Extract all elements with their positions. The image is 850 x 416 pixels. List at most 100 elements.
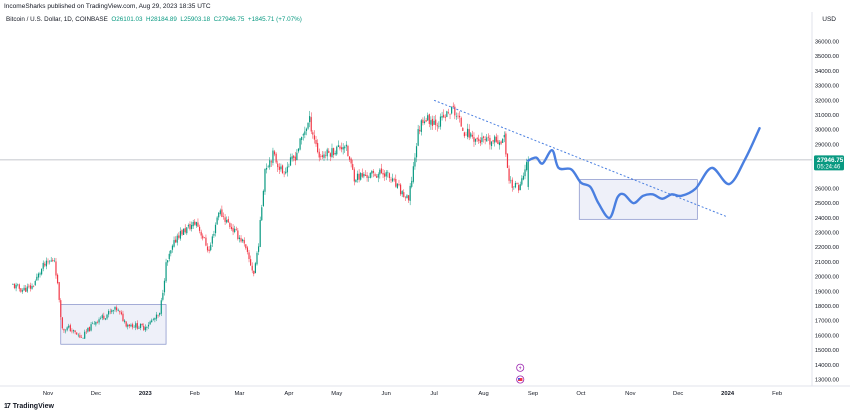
candle-body bbox=[482, 136, 485, 138]
candle-body bbox=[479, 140, 481, 144]
candle-body bbox=[285, 171, 287, 174]
y-tick-label: 35000.00 bbox=[815, 54, 839, 60]
flag-stripes bbox=[518, 378, 523, 381]
candle-body bbox=[518, 185, 520, 191]
candle-body bbox=[206, 246, 209, 251]
candle-body bbox=[366, 175, 368, 178]
candle-body bbox=[312, 132, 314, 135]
candle-body bbox=[447, 112, 450, 114]
candle-body bbox=[451, 107, 453, 114]
candle-body bbox=[189, 223, 191, 230]
candle-body bbox=[237, 230, 239, 239]
candle-body bbox=[339, 146, 341, 149]
candle-body bbox=[347, 145, 349, 157]
candle-body bbox=[229, 223, 231, 228]
y-axis: 36000.00 35000.00 34000.00 33000.00 32000.00… bbox=[815, 40, 839, 384]
candle-body bbox=[334, 152, 336, 155]
candle-body bbox=[90, 324, 92, 331]
y-tick-label: 34000.00 bbox=[815, 69, 839, 75]
candle-body bbox=[510, 180, 512, 182]
candle-body bbox=[356, 173, 359, 180]
candle-body bbox=[337, 145, 339, 147]
x-tick-label: Nov bbox=[43, 391, 53, 397]
candle-body bbox=[296, 152, 298, 161]
candle-body bbox=[181, 230, 183, 235]
candle-body bbox=[468, 129, 470, 138]
candle-body bbox=[372, 170, 375, 173]
candle-body bbox=[173, 240, 175, 247]
x-tick-label: 2024 bbox=[721, 391, 735, 397]
candle-body bbox=[403, 192, 405, 198]
candle-body bbox=[133, 327, 135, 328]
candle-body bbox=[363, 173, 365, 177]
candle-body bbox=[444, 116, 446, 118]
candle-body bbox=[490, 141, 493, 147]
candle-body bbox=[131, 324, 134, 328]
candle-body bbox=[505, 133, 507, 155]
candle-body bbox=[200, 231, 202, 236]
candle-body bbox=[41, 268, 43, 275]
legend-close: C27946.75 bbox=[213, 16, 245, 23]
candle-body bbox=[203, 237, 205, 238]
candle-body bbox=[205, 237, 207, 246]
y-tick-label: 33000.00 bbox=[815, 84, 839, 90]
candle-body bbox=[411, 180, 413, 187]
candle-body bbox=[521, 178, 523, 185]
candle-body bbox=[52, 260, 54, 262]
candle-body bbox=[270, 161, 272, 163]
candle-body bbox=[484, 138, 486, 141]
candle-body bbox=[368, 177, 370, 178]
candle-body bbox=[243, 240, 245, 244]
candle-body bbox=[84, 331, 86, 339]
candle-body bbox=[56, 274, 59, 284]
candle-body bbox=[227, 219, 229, 223]
publisher-line: IncomeSharks published on TradingView.co… bbox=[4, 3, 211, 10]
candle-body bbox=[262, 190, 264, 207]
candle-body bbox=[326, 149, 328, 157]
candle-body bbox=[88, 326, 91, 332]
candle-body bbox=[513, 186, 515, 188]
candle-body bbox=[152, 319, 154, 321]
candle-body bbox=[76, 332, 78, 335]
candle-body bbox=[478, 138, 480, 141]
tradingview-brand[interactable]: 17 TradingView bbox=[4, 403, 54, 410]
candle-body bbox=[361, 173, 363, 177]
candle-body bbox=[256, 252, 258, 265]
candle-body bbox=[127, 324, 129, 327]
candle-body bbox=[500, 141, 502, 144]
candle-body bbox=[108, 311, 110, 315]
candle-body bbox=[168, 253, 170, 260]
candle-body bbox=[465, 134, 467, 136]
currency-label[interactable]: USD bbox=[822, 16, 836, 23]
candle-body bbox=[214, 224, 217, 234]
candles bbox=[12, 102, 529, 339]
candle-body bbox=[473, 137, 475, 142]
candle-body bbox=[261, 207, 263, 221]
candle-body bbox=[511, 179, 513, 188]
x-tick-label: Oct bbox=[576, 391, 585, 397]
y-tick-label: 25000.00 bbox=[815, 201, 839, 207]
candle-body bbox=[71, 330, 73, 332]
x-tick-label: Feb bbox=[190, 391, 200, 397]
candle-body bbox=[221, 209, 223, 217]
symbol-title[interactable]: Bitcoin / U.S. Dollar, 1D, COINBASE bbox=[6, 16, 108, 23]
candle-body bbox=[222, 216, 225, 217]
candle-body bbox=[167, 260, 169, 263]
candle-body bbox=[162, 292, 164, 300]
candle-body bbox=[423, 121, 426, 123]
candle-body bbox=[218, 212, 220, 218]
y-tick-label: 36000.00 bbox=[815, 40, 839, 46]
candle-body bbox=[506, 153, 509, 168]
candle-body bbox=[474, 138, 477, 142]
candle-body bbox=[398, 184, 400, 186]
candle-body bbox=[280, 166, 282, 170]
candle-body bbox=[136, 323, 138, 329]
candle-body bbox=[154, 318, 156, 320]
candle-body bbox=[524, 169, 526, 177]
candle-body bbox=[114, 306, 116, 310]
candle-body bbox=[139, 323, 142, 328]
candle-body bbox=[401, 191, 403, 195]
candle-body bbox=[387, 172, 389, 174]
candle-body bbox=[253, 270, 255, 275]
